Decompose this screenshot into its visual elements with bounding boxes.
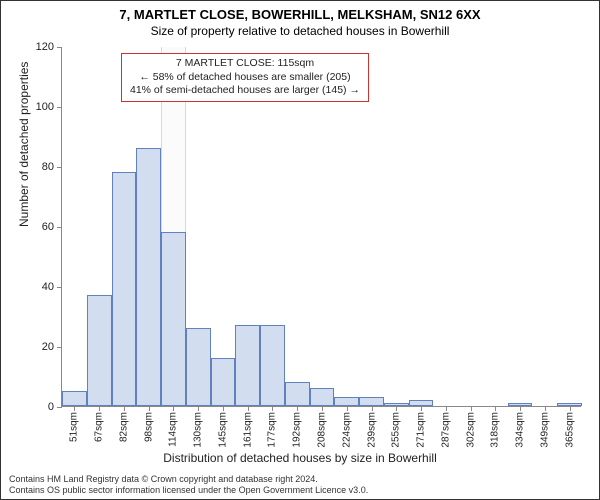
xtick-label: 67sqm	[94, 412, 105, 442]
ytick-mark	[57, 347, 62, 348]
xtick-label: 224sqm	[341, 412, 352, 448]
xtick-mark	[372, 406, 373, 411]
histogram-bar	[211, 358, 236, 406]
histogram-bar	[87, 295, 112, 406]
xtick-mark	[396, 406, 397, 411]
footer-attribution: Contains HM Land Registry data © Crown c…	[9, 474, 368, 496]
x-axis-label: Distribution of detached houses by size …	[1, 451, 599, 465]
ytick-label: 40	[42, 281, 54, 293]
xtick-label: 161sqm	[242, 412, 253, 448]
xtick-label: 145sqm	[217, 412, 228, 448]
xtick-label: 114sqm	[168, 412, 179, 447]
histogram-bar	[359, 397, 384, 406]
histogram-bar	[62, 391, 87, 406]
xtick-mark	[322, 406, 323, 411]
xtick-label: 192sqm	[292, 412, 303, 448]
xtick-mark	[347, 406, 348, 411]
xtick-label: 130sqm	[193, 412, 204, 448]
xtick-mark	[198, 406, 199, 411]
xtick-mark	[149, 406, 150, 411]
histogram-bar	[235, 325, 260, 406]
ytick-mark	[57, 47, 62, 48]
xtick-mark	[520, 406, 521, 411]
xtick-mark	[297, 406, 298, 411]
histogram-bar	[285, 382, 310, 406]
xtick-mark	[495, 406, 496, 411]
xtick-mark	[421, 406, 422, 411]
callout-line-3: 41% of semi-detached houses are larger (…	[130, 84, 360, 98]
y-axis-label: Number of detached properties	[17, 62, 31, 227]
chart-title-line2: Size of property relative to detached ho…	[1, 22, 599, 42]
chart-title-line1: 7, MARTLET CLOSE, BOWERHILL, MELKSHAM, S…	[1, 1, 599, 22]
ytick-label: 60	[42, 221, 54, 233]
callout-box: 7 MARTLET CLOSE: 115sqm ← 58% of detache…	[121, 53, 369, 102]
footer-line-2: Contains OS public sector information li…	[9, 485, 368, 496]
xtick-label: 82sqm	[118, 412, 129, 442]
xtick-label: 208sqm	[317, 412, 328, 448]
histogram-bar	[334, 397, 359, 406]
chart-container: 7, MARTLET CLOSE, BOWERHILL, MELKSHAM, S…	[0, 0, 600, 500]
xtick-label: 318sqm	[490, 412, 501, 448]
histogram-bar	[161, 232, 186, 406]
xtick-mark	[545, 406, 546, 411]
histogram-bar	[112, 172, 137, 406]
xtick-label: 365sqm	[564, 412, 575, 448]
xtick-label: 334sqm	[515, 412, 526, 448]
xtick-label: 51sqm	[69, 412, 80, 442]
xtick-mark	[124, 406, 125, 411]
xtick-mark	[570, 406, 571, 411]
xtick-mark	[446, 406, 447, 411]
xtick-label: 349sqm	[539, 412, 550, 448]
histogram-bar	[310, 388, 335, 406]
ytick-mark	[57, 167, 62, 168]
xtick-mark	[223, 406, 224, 411]
histogram-bar	[186, 328, 211, 406]
ytick-label: 120	[36, 41, 54, 53]
ytick-label: 20	[42, 341, 54, 353]
xtick-label: 271sqm	[416, 412, 427, 448]
ytick-label: 100	[36, 101, 54, 113]
ytick-mark	[57, 107, 62, 108]
histogram-bar	[260, 325, 285, 406]
xtick-label: 302sqm	[465, 412, 476, 448]
xtick-label: 255sqm	[391, 412, 402, 448]
xtick-label: 177sqm	[267, 412, 278, 448]
xtick-label: 98sqm	[143, 412, 154, 442]
ytick-mark	[57, 287, 62, 288]
callout-line-1: 7 MARTLET CLOSE: 115sqm	[130, 57, 360, 71]
ytick-label: 80	[42, 161, 54, 173]
xtick-mark	[99, 406, 100, 411]
histogram-bar	[136, 148, 161, 406]
xtick-mark	[173, 406, 174, 411]
footer-line-1: Contains HM Land Registry data © Crown c…	[9, 474, 368, 485]
ytick-mark	[57, 227, 62, 228]
xtick-mark	[74, 406, 75, 411]
ytick-label: 0	[48, 401, 54, 413]
xtick-mark	[248, 406, 249, 411]
ytick-mark	[57, 407, 62, 408]
xtick-label: 287sqm	[440, 412, 451, 448]
xtick-label: 239sqm	[366, 412, 377, 448]
callout-line-2: ← 58% of detached houses are smaller (20…	[130, 71, 360, 85]
xtick-mark	[471, 406, 472, 411]
plot-area: 02040608010012051sqm67sqm82sqm98sqm114sq…	[61, 47, 581, 407]
xtick-mark	[272, 406, 273, 411]
